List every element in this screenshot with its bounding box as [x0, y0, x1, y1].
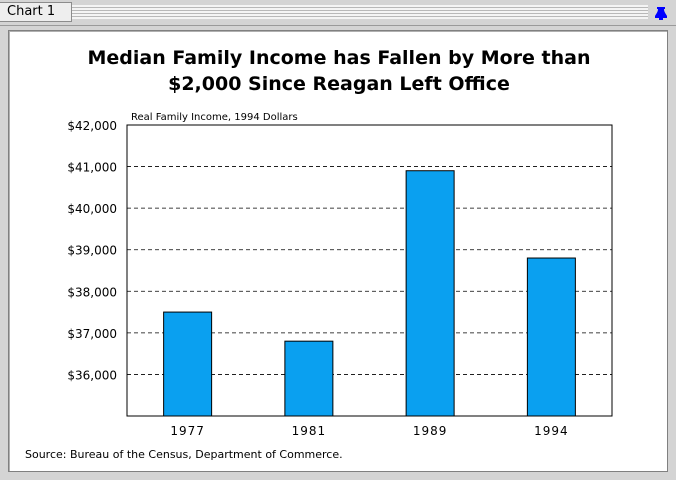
y-axis-label: Real Family Income, 1994 Dollars [131, 112, 298, 123]
y-tick-label: $37,000 [67, 327, 117, 341]
bar-1981 [284, 340, 334, 417]
chart-title: Median Family Income has Fallen by More … [9, 45, 669, 97]
x-tick-label: 1989 [413, 424, 448, 438]
y-axis-ticks: $36,000 $37,000 $38,000 $39,000 $40,000 $41,0… [67, 119, 117, 382]
bar-chart: Real Family Income, 1994 Dollars $36,000… [67, 112, 613, 438]
plot-area-frame [126, 124, 613, 417]
bar-1994 [526, 257, 576, 417]
bar-1977 [163, 311, 213, 417]
bar-1989 [405, 170, 455, 417]
y-tick-label: $39,000 [67, 244, 117, 258]
x-tick-label: 1994 [534, 424, 569, 438]
x-tick-label: 1977 [170, 424, 205, 438]
bars [163, 170, 576, 417]
chart-panel: Median Family Income has Fallen by More … [8, 30, 668, 472]
chart-title-line-2: $2,000 Since Reagan Left Office [168, 73, 510, 95]
window-title: Chart 1 [0, 2, 72, 22]
y-tick-label: $40,000 [67, 202, 117, 216]
x-tick-label: 1981 [292, 424, 327, 438]
window-titlebar[interactable]: Chart 1 [0, 0, 676, 26]
x-axis-ticks: 1977 1981 1989 1994 [170, 424, 569, 438]
y-tick-label: $38,000 [67, 285, 117, 299]
source-note: Source: Bureau of the Census, Department… [25, 448, 343, 461]
y-tick-label: $36,000 [67, 368, 117, 382]
y-tick-label: $41,000 [67, 161, 117, 175]
chart-title-line-1: Median Family Income has Fallen by More … [87, 47, 591, 69]
bell-pin-icon[interactable] [654, 6, 668, 20]
titlebar-drag-area[interactable] [72, 5, 648, 19]
y-tick-label: $42,000 [67, 119, 117, 133]
